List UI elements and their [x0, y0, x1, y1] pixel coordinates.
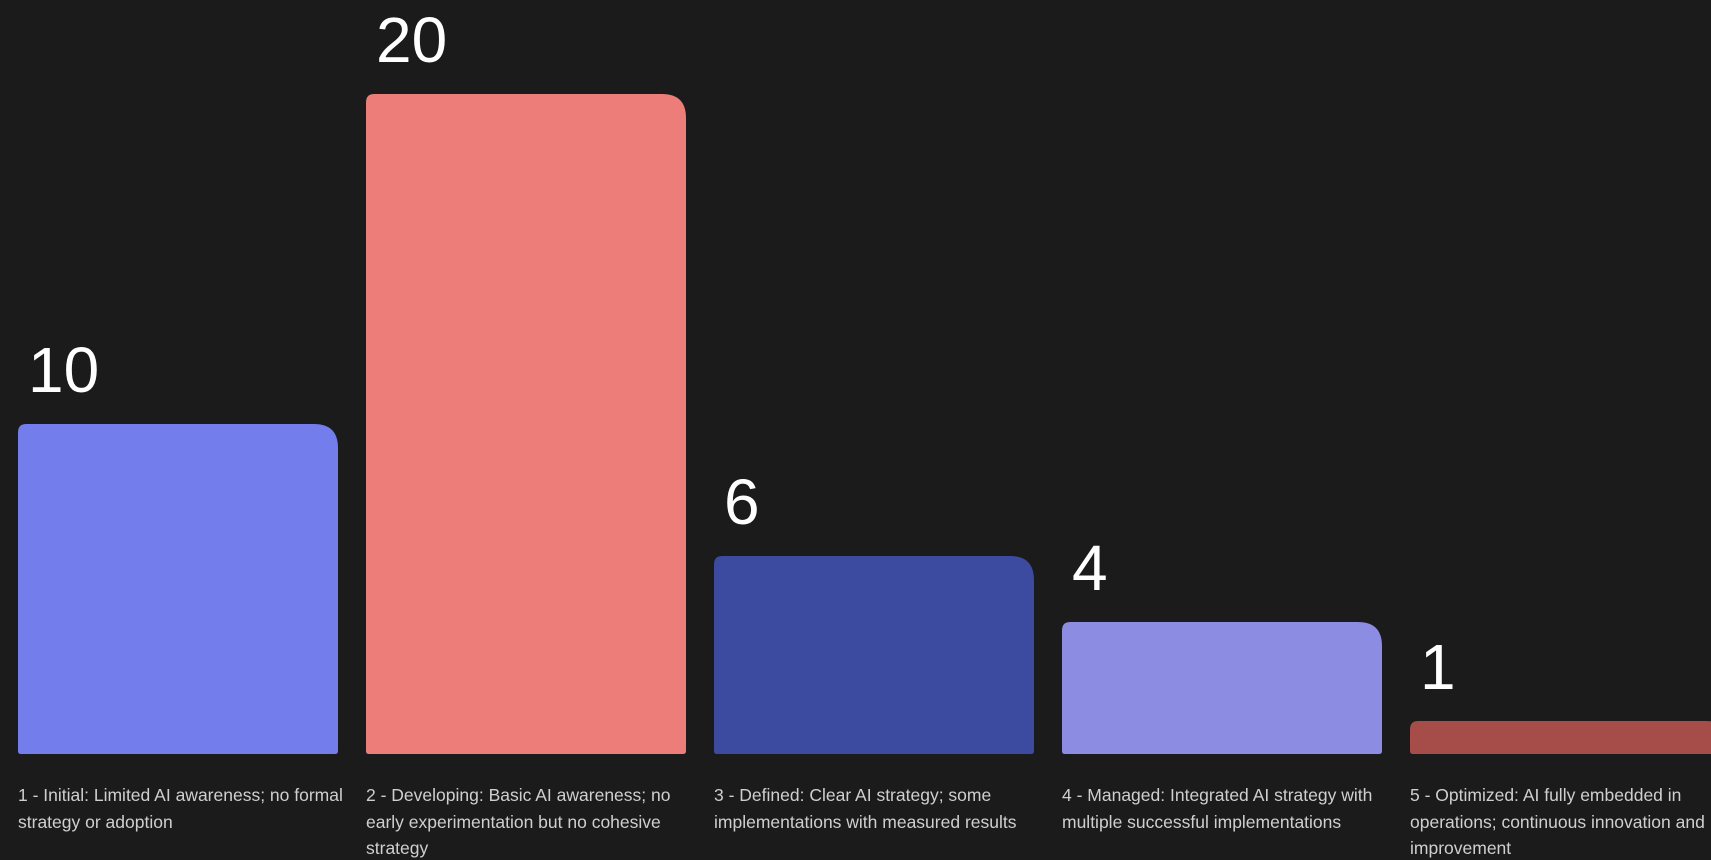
bar-5 — [1410, 721, 1711, 754]
value-label-5: 1 — [1420, 631, 1456, 703]
bar-3 — [714, 556, 1034, 754]
bar-2 — [366, 94, 686, 754]
value-label-2: 20 — [376, 4, 447, 76]
value-label-3: 6 — [724, 466, 760, 538]
category-label-2: 2 - Developing: Basic AI awareness; no e… — [366, 785, 671, 858]
category-label-3: 3 - Defined: Clear AI strategy; some imp… — [714, 785, 1017, 832]
bar-1 — [18, 424, 338, 754]
bar-4 — [1062, 622, 1382, 754]
category-label-1: 1 - Initial: Limited AI awareness; no fo… — [18, 785, 343, 832]
category-label-5: 5 - Optimized: AI fully embedded in oper… — [1410, 785, 1705, 858]
value-label-4: 4 — [1072, 532, 1108, 604]
value-label-1: 10 — [28, 334, 99, 406]
category-label-4: 4 - Managed: Integrated AI strategy with… — [1062, 785, 1373, 832]
